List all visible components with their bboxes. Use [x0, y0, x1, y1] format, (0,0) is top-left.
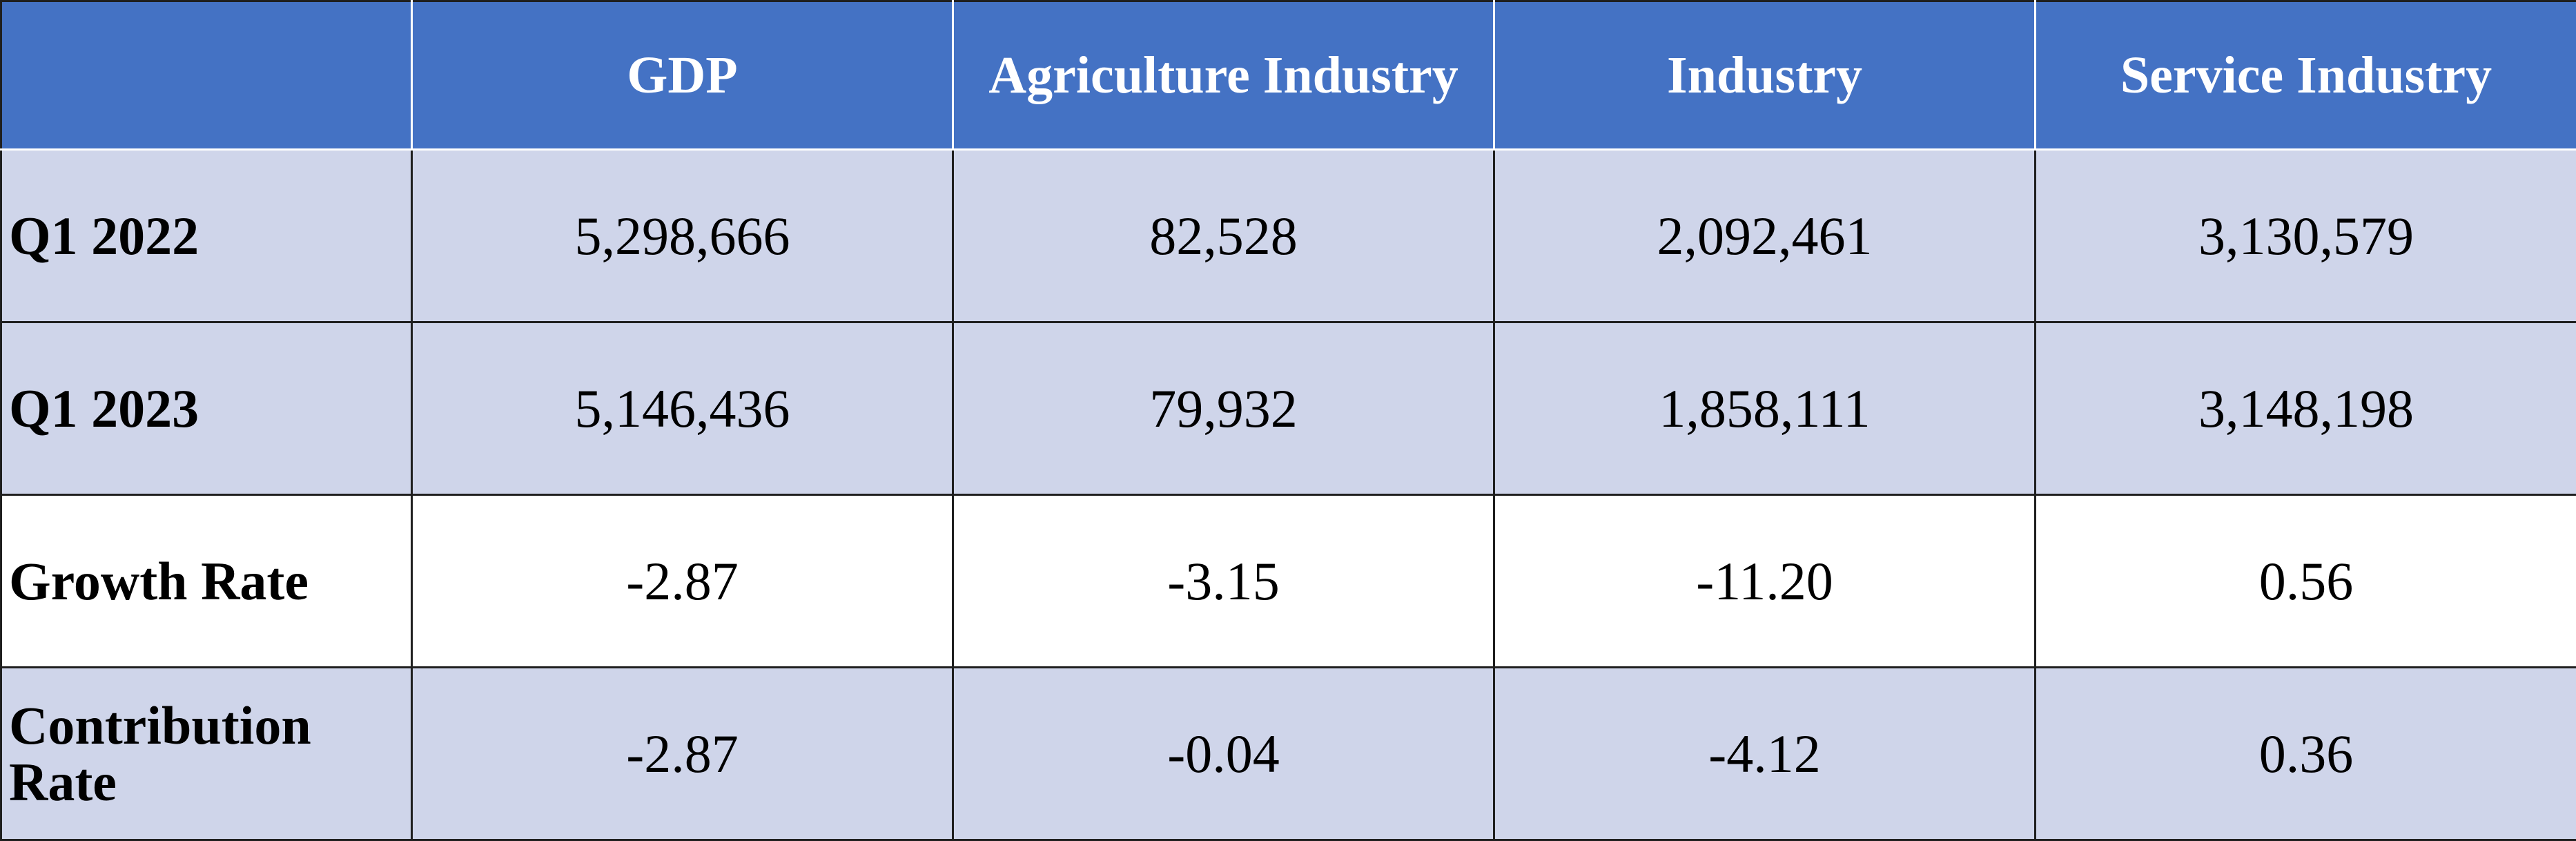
table-row-q1-2023: Q1 2023 5,146,436 79,932 1,858,111 3,148… — [0, 321, 2576, 496]
table-cell: -2.87 — [411, 666, 954, 841]
table-row-contribution-rate: Contribution Rate -2.87 -0.04 -4.12 0.36 — [0, 666, 2576, 841]
table-cell: 79,932 — [952, 321, 1495, 496]
table-cell: 1,858,111 — [1493, 321, 2036, 496]
table-cell: 5,146,436 — [411, 321, 954, 496]
table-cell: 3,130,579 — [2034, 148, 2576, 323]
row-label: Q1 2023 — [0, 321, 413, 496]
header-cell-agriculture: Agriculture Industry — [952, 0, 1495, 151]
table-cell: 0.56 — [2034, 494, 2576, 668]
header-cell-corner — [0, 0, 413, 151]
table-row-growth-rate: Growth Rate -2.87 -3.15 -11.20 0.56 — [0, 494, 2576, 668]
table-cell: 0.36 — [2034, 666, 2576, 841]
table-row-q1-2022: Q1 2022 5,298,666 82,528 2,092,461 3,130… — [0, 148, 2576, 323]
table-cell: 3,148,198 — [2034, 321, 2576, 496]
header-cell-gdp: GDP — [411, 0, 954, 151]
row-label: Contribution Rate — [0, 666, 413, 841]
table-cell: -4.12 — [1493, 666, 2036, 841]
row-label: Growth Rate — [0, 494, 413, 668]
table-cell: -2.87 — [411, 494, 954, 668]
header-row: GDP Agriculture Industry Industry Servic… — [0, 0, 2576, 151]
header-cell-service: Service Industry — [2034, 0, 2576, 151]
table-cell: -3.15 — [952, 494, 1495, 668]
header-cell-industry: Industry — [1493, 0, 2036, 151]
table-cell: -11.20 — [1493, 494, 2036, 668]
row-label: Q1 2022 — [0, 148, 413, 323]
table-cell: -0.04 — [952, 666, 1495, 841]
table-cell: 82,528 — [952, 148, 1495, 323]
table-cell: 5,298,666 — [411, 148, 954, 323]
table-cell: 2,092,461 — [1493, 148, 2036, 323]
